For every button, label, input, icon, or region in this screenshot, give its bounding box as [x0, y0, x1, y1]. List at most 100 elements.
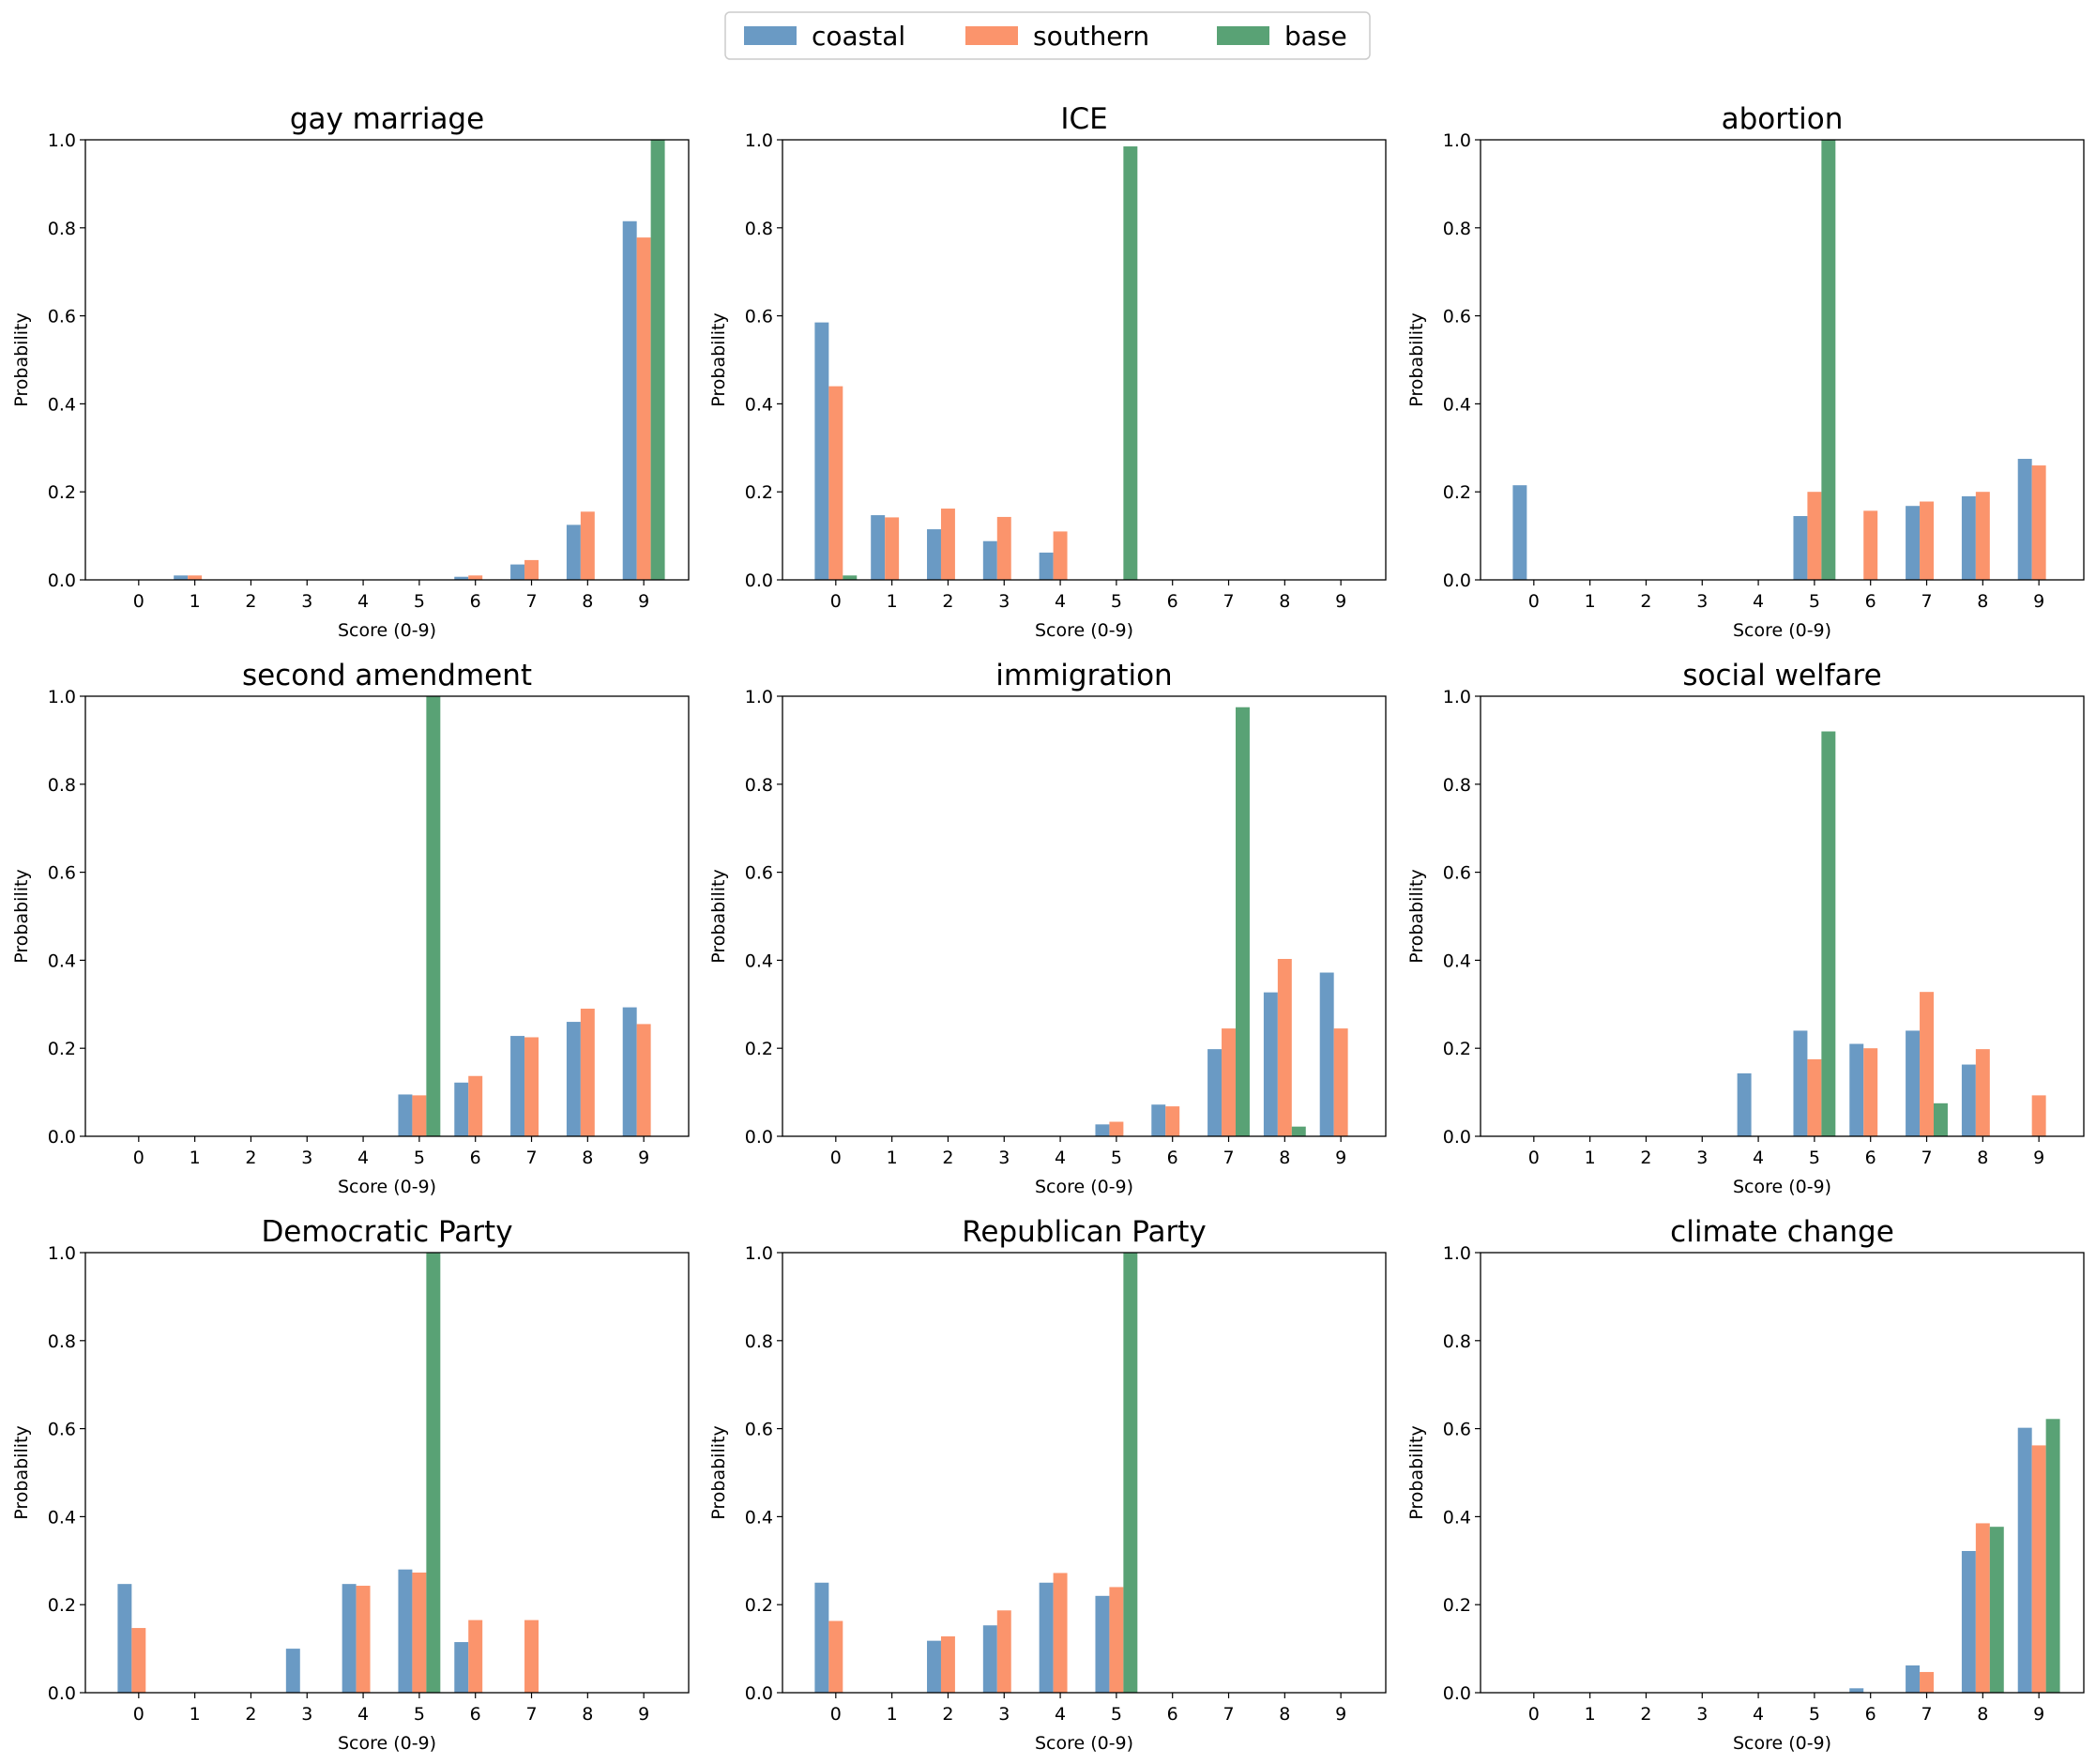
- y-tick-label: 1.0: [48, 1243, 76, 1264]
- bar-coastal-4: [1039, 1582, 1054, 1693]
- x-axis-label: Score (0-9): [338, 620, 436, 641]
- x-tick-label: 8: [1279, 1148, 1290, 1168]
- y-tick-label: 0.6: [1443, 1420, 1471, 1440]
- bar-southern-7: [1920, 501, 1934, 580]
- bar-southern-9: [2031, 1445, 2046, 1693]
- y-axis-label: Probability: [11, 312, 32, 406]
- y-tick-label: 0.8: [745, 775, 773, 796]
- bar-southern-7: [1920, 992, 1934, 1136]
- legend-swatch-southern: [965, 26, 1018, 45]
- bar-southern-2: [940, 1635, 955, 1693]
- x-tick-label: 4: [357, 1704, 369, 1725]
- x-tick-label: 7: [525, 591, 537, 612]
- bar-southern-6: [468, 1620, 483, 1693]
- bar-base-9: [650, 140, 665, 580]
- axes-frame: [1480, 695, 2085, 1137]
- legend-label-base: base: [1284, 21, 1347, 52]
- bar-base-8: [1989, 1527, 2004, 1693]
- bar-southern-3: [996, 1610, 1011, 1693]
- x-tick-label: 7: [1921, 1704, 1932, 1725]
- x-tick-label: 5: [414, 591, 425, 612]
- x-tick-label: 3: [301, 591, 312, 612]
- bar-southern-3: [996, 516, 1011, 580]
- y-tick-label: 0.8: [48, 219, 76, 239]
- x-tick-label: 1: [1585, 1704, 1596, 1725]
- bar-southern-8: [1975, 1523, 1990, 1693]
- bar-southern-9: [1333, 1028, 1348, 1136]
- bar-coastal-4: [1039, 552, 1054, 580]
- x-tick-label: 4: [1055, 591, 1066, 612]
- bar-southern-7: [524, 1620, 539, 1693]
- x-tick-label: 1: [887, 1148, 898, 1168]
- x-tick-label: 7: [1223, 1704, 1234, 1725]
- bar-southern-0: [828, 386, 843, 580]
- axes-frame: [84, 1252, 690, 1694]
- y-tick-label: 0.2: [1443, 1039, 1471, 1059]
- y-tick-label: 0.8: [1443, 775, 1471, 796]
- bar-southern-9: [2031, 465, 2046, 580]
- panel-gay-marriage: 0 1 2 3 4 5 6 7 8 9 0.0 0.2 0.4 0.6 0.8 1.0 gay marriage…: [11, 102, 690, 641]
- x-tick-label: 0: [1528, 1704, 1540, 1725]
- x-tick-label: 9: [2033, 1704, 2044, 1725]
- y-axis-label: Probability: [1406, 869, 1427, 963]
- bar-coastal-6: [1849, 1688, 1864, 1693]
- y-tick-label: 0.2: [1443, 1595, 1471, 1616]
- x-tick-label: 8: [582, 591, 593, 612]
- bar-base-5: [1821, 140, 1836, 580]
- x-tick-label: 8: [1977, 591, 1988, 612]
- y-tick-label: 0.4: [745, 1507, 773, 1528]
- y-tick-label: 0.4: [48, 394, 76, 415]
- axes-frame: [84, 695, 690, 1137]
- y-axis-label: Probability: [708, 312, 729, 406]
- bar-southern-1: [885, 517, 900, 580]
- x-tick-label: 7: [525, 1704, 537, 1725]
- x-axis-label: Score (0-9): [338, 1177, 436, 1197]
- x-axis-label: Score (0-9): [1733, 1177, 1831, 1197]
- bar-base-5: [426, 1253, 441, 1693]
- y-tick-label: 0.2: [48, 1039, 76, 1059]
- x-tick-label: 4: [1753, 1148, 1764, 1168]
- bar-southern-7: [1920, 1671, 1934, 1693]
- x-tick-label: 0: [133, 1148, 144, 1168]
- bar-coastal-4: [342, 1584, 357, 1693]
- x-tick-label: 6: [1167, 1704, 1178, 1725]
- x-tick-label: 8: [1977, 1148, 1988, 1168]
- bar-southern-8: [580, 511, 595, 580]
- y-tick-label: 0.2: [48, 1595, 76, 1616]
- bar-coastal-4: [1737, 1072, 1752, 1136]
- bar-coastal-3: [285, 1649, 300, 1693]
- bar-coastal-0: [814, 1582, 829, 1693]
- panel-title: climate change: [1670, 1215, 1894, 1249]
- bar-southern-6: [1863, 1048, 1878, 1136]
- legend-swatch-coastal: [744, 26, 797, 45]
- axes-frame: [1480, 139, 2085, 581]
- x-tick-label: 0: [830, 1704, 842, 1725]
- x-tick-label: 6: [1167, 591, 1178, 612]
- x-tick-label: 6: [1865, 1148, 1876, 1168]
- x-tick-label: 3: [998, 591, 1010, 612]
- x-tick-label: 1: [190, 591, 201, 612]
- x-axis-label: Score (0-9): [1035, 1733, 1133, 1754]
- x-tick-label: 2: [1640, 1148, 1651, 1168]
- bar-southern-8: [580, 1008, 595, 1136]
- bar-southern-9: [636, 237, 651, 581]
- bar-coastal-8: [1961, 1550, 1976, 1693]
- x-tick-label: 9: [2033, 591, 2044, 612]
- y-tick-label: 0.0: [48, 570, 76, 591]
- x-tick-label: 0: [830, 1148, 842, 1168]
- bar-coastal-6: [454, 576, 469, 580]
- x-tick-label: 1: [887, 1704, 898, 1725]
- x-tick-label: 1: [1585, 1148, 1596, 1168]
- panels: 0 1 2 3 4 5 6 7 8 9 0.0 0.2 0.4 0.6 0.8 1.0 gay marriage…: [11, 102, 2085, 1754]
- y-tick-label: 0.8: [745, 219, 773, 239]
- x-tick-label: 5: [1809, 1704, 1820, 1725]
- panel-title: gay marriage: [290, 102, 484, 136]
- x-tick-label: 9: [638, 1704, 649, 1725]
- x-tick-label: 6: [1865, 1704, 1876, 1725]
- x-tick-label: 3: [301, 1148, 312, 1168]
- x-axis-label: Score (0-9): [1035, 1177, 1133, 1197]
- bar-coastal-6: [454, 1082, 469, 1136]
- x-tick-label: 3: [1696, 1148, 1708, 1168]
- x-tick-label: 4: [1753, 1704, 1764, 1725]
